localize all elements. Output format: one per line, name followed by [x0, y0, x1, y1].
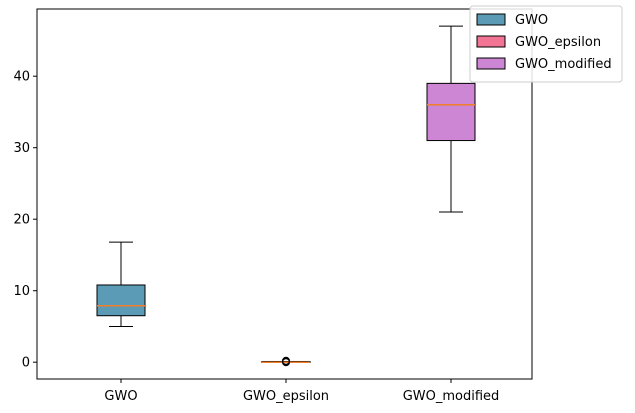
y-tick-label: 40 [13, 70, 30, 85]
legend-swatch [476, 57, 506, 70]
legend-label: GWO_epsilon [515, 35, 601, 50]
outlier-point [282, 356, 290, 365]
legend-frame [469, 5, 623, 83]
axes: 0 10 20 30 40 GWO GWO_epsilon GWO_modified [13, 8, 533, 404]
plot-elements [96, 25, 476, 367]
x-tick-label: GWO [104, 389, 137, 404]
legend-swatch [476, 13, 506, 26]
box-body [426, 82, 476, 142]
legend-label: GWO [515, 13, 548, 28]
y-tick-label: 30 [13, 141, 30, 156]
y-tick-label: 10 [13, 284, 30, 299]
legend-label: GWO_modified [515, 57, 612, 72]
x-tick-label: GWO_modified [403, 389, 500, 404]
legend: GWO GWO_epsilon GWO_modified [469, 5, 623, 83]
y-tick-label: 20 [13, 213, 30, 228]
plot-frame [36, 8, 533, 380]
box-gwo [96, 241, 146, 327]
x-tick-label: GWO_epsilon [243, 389, 329, 404]
box-body [96, 284, 146, 317]
legend-swatch [476, 35, 506, 48]
y-tick-label: 0 [22, 356, 30, 371]
box-gwo-modified [426, 25, 476, 213]
box-gwo-epsilon [261, 356, 311, 367]
